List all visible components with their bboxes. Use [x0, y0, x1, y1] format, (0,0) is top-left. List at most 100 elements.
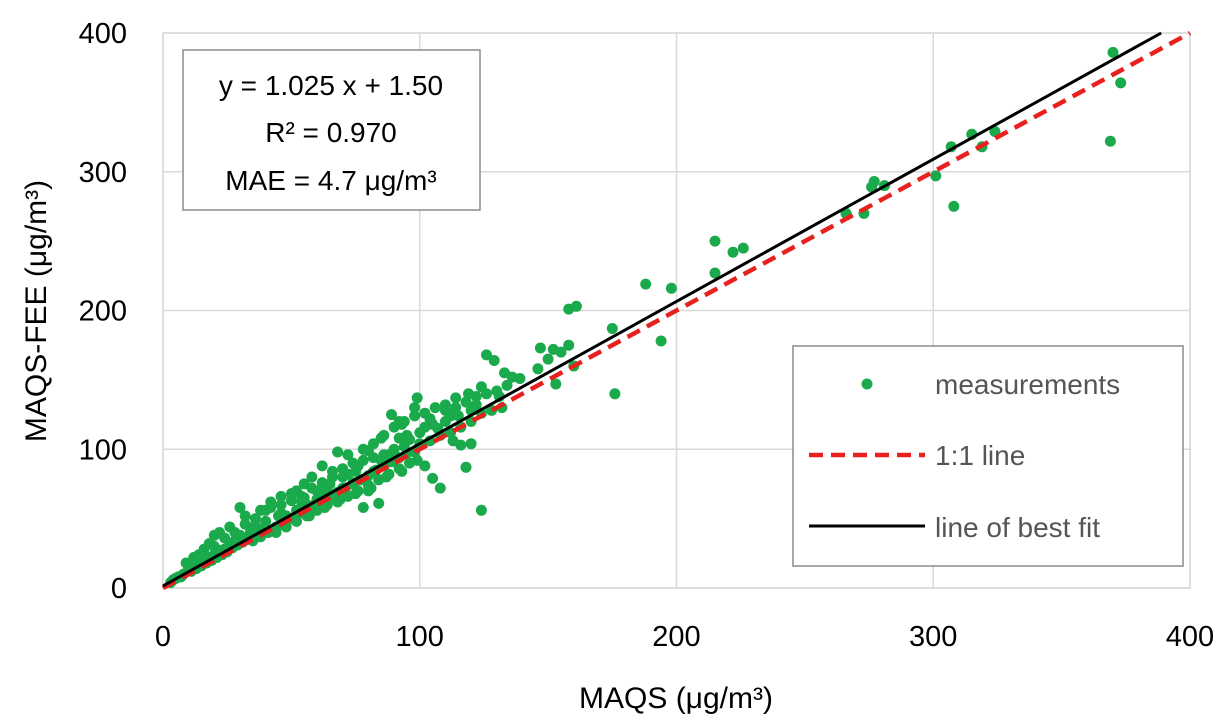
- data-point-32: [550, 378, 562, 390]
- data-point-232: [319, 502, 331, 513]
- data-point-231: [303, 510, 315, 522]
- data-point-69: [373, 497, 385, 509]
- data-point-21: [606, 323, 618, 334]
- data-point-52: [427, 472, 439, 484]
- data-point-54: [419, 460, 431, 472]
- y-axis-title: MAQS-FEE (μg/m³): [20, 180, 53, 442]
- measurement-points: [165, 46, 1127, 588]
- data-point-126: [347, 457, 359, 469]
- equation-box: y = 1.025 x + 1.50 R² = 0.970 MAE = 4.7 …: [182, 49, 481, 211]
- legend-marker-measurements: [861, 378, 873, 390]
- data-point-29: [534, 342, 546, 354]
- data-point-113: [234, 502, 246, 513]
- data-point-216: [452, 410, 464, 422]
- data-point-139: [481, 388, 492, 400]
- tick-labels: 0 100 200 300 400 0 100 200 300 400: [79, 18, 1215, 653]
- y-tick-label-3: 300: [79, 157, 127, 189]
- data-point-73: [316, 460, 328, 472]
- data-point-34: [488, 355, 500, 366]
- data-point-128: [368, 438, 379, 450]
- data-point-134: [429, 402, 441, 414]
- data-point-229: [445, 410, 457, 422]
- data-point-20: [655, 335, 667, 347]
- data-point-129: [378, 429, 390, 441]
- r-squared-text: R² = 0.970: [265, 117, 397, 148]
- plot-area-border: [162, 32, 1191, 589]
- data-point-17: [737, 242, 749, 254]
- data-point-51: [475, 504, 487, 516]
- data-point-4: [930, 170, 942, 182]
- data-point-80: [260, 515, 272, 527]
- one-to-one-line: [161, 31, 1192, 590]
- data-point-1: [1115, 77, 1127, 89]
- x-axis-title: MAQS (μg/m³): [579, 682, 773, 715]
- data-point-2: [1104, 135, 1116, 147]
- data-point-70: [357, 502, 369, 513]
- legend: measurements 1:1 line line of best fit: [792, 345, 1184, 567]
- data-point-8: [989, 126, 1001, 137]
- data-point-230: [470, 399, 482, 411]
- data-point-219: [224, 521, 236, 533]
- x-tick-label-3: 300: [909, 621, 957, 653]
- data-point-53: [434, 482, 446, 494]
- data-point-138: [470, 391, 482, 402]
- data-point-16: [727, 246, 739, 258]
- equation-text: y = 1.025 x + 1.50: [219, 70, 443, 101]
- data-point-19: [665, 282, 677, 294]
- data-point-140: [491, 385, 503, 397]
- data-point-238: [411, 454, 423, 466]
- data-point-136: [450, 402, 462, 414]
- data-point-225: [342, 468, 354, 480]
- data-point-111: [239, 518, 251, 530]
- data-point-65: [342, 449, 354, 461]
- data-point-237: [396, 465, 408, 477]
- data-point-227: [393, 432, 405, 444]
- data-point-119: [275, 499, 287, 511]
- x-tick-label-0: 0: [155, 621, 171, 653]
- data-point-66: [332, 446, 344, 458]
- y-tick-label-2: 200: [79, 296, 127, 328]
- data-point-130: [388, 421, 400, 433]
- data-point-50: [460, 461, 472, 473]
- data-point-222: [275, 507, 287, 519]
- data-point-78: [275, 490, 287, 502]
- mae-text: MAE = 4.7 μg/m³: [225, 165, 436, 196]
- data-point-133: [419, 407, 431, 419]
- data-point-127: [357, 443, 369, 455]
- data-point-233: [334, 493, 346, 505]
- trend-lines: [161, 31, 1192, 590]
- data-point-28: [542, 353, 554, 365]
- equation-box-frame: [182, 49, 481, 211]
- data-point-31: [532, 363, 544, 375]
- data-point-131: [398, 416, 410, 427]
- data-point-18: [640, 278, 652, 290]
- data-point-3: [948, 200, 960, 212]
- x-tick-label-2: 200: [652, 621, 700, 653]
- data-point-218: [208, 529, 220, 541]
- data-point-33: [481, 349, 492, 361]
- data-point-24: [570, 300, 582, 312]
- data-point-74: [306, 471, 318, 483]
- data-point-211: [383, 449, 395, 461]
- data-point-37: [514, 373, 526, 384]
- data-point-132: [409, 410, 421, 422]
- data-point-223: [296, 496, 308, 508]
- data-point-116: [193, 549, 205, 561]
- data-point-112: [249, 513, 261, 525]
- data-point-48: [455, 439, 467, 451]
- y-tick-label-0: 0: [111, 573, 127, 605]
- data-point-137: [460, 396, 472, 408]
- data-point-105: [180, 557, 192, 569]
- data-point-57: [386, 409, 397, 421]
- data-point-120: [285, 488, 297, 500]
- data-point-25: [563, 339, 575, 351]
- legend-label-best-fit: line of best fit: [935, 512, 1100, 543]
- data-point-220: [239, 510, 251, 522]
- data-point-44: [409, 402, 421, 414]
- y-tick-label-1: 100: [79, 434, 127, 466]
- y-tick-label-4: 400: [79, 18, 127, 50]
- data-point-0: [1107, 46, 1119, 58]
- best-fit-line: [162, 31, 1162, 588]
- data-point-235: [365, 482, 377, 494]
